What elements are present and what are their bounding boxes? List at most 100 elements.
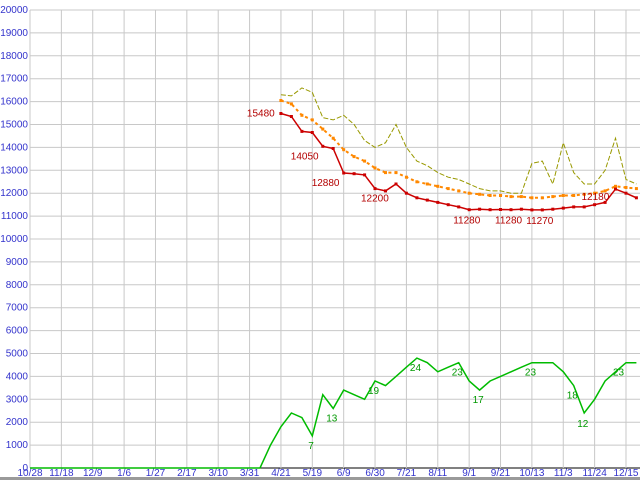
x-axis-label: 10/28 (17, 468, 42, 477)
average-price-marker (551, 195, 555, 199)
lowest-price-marker (634, 196, 638, 200)
x-axis-label: 3/31 (240, 468, 260, 477)
average-price-marker (310, 118, 314, 122)
y-axis-label: 11000 (1, 211, 29, 222)
x-axis-label: 5/19 (303, 468, 323, 477)
lowest-price-marker (551, 207, 555, 211)
lowest-price-marker (310, 131, 314, 134)
lowest-price-marker (488, 208, 492, 212)
x-axis-label: 11/3 (554, 468, 573, 477)
data-label: 14050 (291, 151, 319, 162)
highest-price-line (280, 87, 637, 194)
y-axis-label: 6000 (6, 326, 29, 337)
y-axis-label: 13000 (0, 165, 28, 176)
lowest-price-marker (394, 182, 398, 186)
average-price-marker (300, 113, 304, 117)
average-price-marker (342, 148, 346, 152)
lowest-price-marker (321, 144, 325, 148)
average-price-marker (488, 194, 492, 197)
x-axis-label: 3/10 (208, 468, 228, 477)
lowest-price-marker (603, 200, 607, 204)
data-label: 12880 (312, 178, 340, 189)
y-axis-label: 5000 (6, 349, 29, 360)
data-label: 23 (613, 368, 625, 379)
average-price-marker (572, 194, 576, 197)
data-label: 19 (368, 386, 380, 397)
average-price-marker (373, 166, 377, 170)
y-axis-label: 9000 (6, 257, 29, 268)
lowest-price-marker (530, 208, 534, 212)
data-label: 23 (525, 368, 537, 379)
lowest-price-marker (582, 205, 586, 209)
lowest-price-marker (352, 172, 356, 176)
x-axis-label: 8/11 (428, 468, 447, 477)
x-axis-label: 12/15 (613, 468, 638, 477)
data-label: 18 (567, 391, 579, 402)
lowest-price-marker (519, 207, 523, 211)
y-axis-label: 17000 (0, 74, 28, 85)
y-axis-label: 20000 (0, 5, 28, 16)
lowest-price-marker (467, 208, 471, 212)
average-price-marker (384, 171, 387, 175)
average-price-marker (624, 186, 628, 189)
x-axis-label: 6/30 (365, 468, 385, 477)
y-axis-label: 8000 (6, 280, 29, 291)
average-price-marker (509, 195, 513, 199)
lowest-price-marker (509, 208, 513, 212)
y-axis-label: 14000 (0, 142, 28, 153)
x-axis-label: 11/24 (582, 468, 607, 477)
y-axis-label: 15000 (0, 120, 28, 131)
lowest-price-marker (561, 206, 565, 210)
lowest-price-marker (614, 187, 617, 191)
average-price-marker (321, 127, 325, 131)
average-price-marker (425, 182, 429, 186)
lowest-price-marker (415, 196, 419, 200)
lowest-price-marker (331, 147, 335, 150)
x-axis-label: 7/21 (397, 468, 417, 477)
data-label: 12200 (361, 194, 389, 205)
average-price-marker (519, 195, 523, 199)
lowest-price-marker (384, 189, 387, 193)
y-axis-label: 2000 (6, 417, 29, 428)
data-label: 13 (326, 414, 338, 425)
average-price-marker (603, 189, 607, 193)
y-axis-label: 10000 (0, 234, 28, 245)
x-axis-label: 11/18 (49, 468, 74, 477)
data-label: 24 (410, 363, 422, 374)
y-axis-label: 19000 (0, 28, 28, 39)
x-axis-label: 2/17 (177, 468, 197, 477)
average-price-marker (352, 155, 356, 159)
average-price-marker (614, 184, 617, 188)
average-price-marker (582, 192, 586, 196)
lowest-price-marker (404, 191, 408, 195)
average-price-marker (404, 175, 408, 179)
average-price-marker (289, 102, 293, 106)
data-label: 17 (473, 395, 485, 406)
average-price-marker (331, 136, 335, 140)
data-label: 12180 (582, 192, 610, 203)
data-label: 12 (577, 419, 589, 430)
lowest-price-marker (499, 208, 502, 211)
lowest-price-marker (425, 198, 429, 202)
y-axis-label: 7000 (6, 303, 29, 314)
y-axis-label: 18000 (0, 51, 28, 62)
average-price-marker (634, 187, 638, 191)
average-price-marker (457, 189, 461, 193)
average-price-marker (467, 191, 471, 195)
y-axis-label: 0 (22, 463, 28, 474)
lowest-price-marker (279, 112, 283, 115)
average-price-marker (499, 194, 502, 197)
average-price-marker (446, 187, 450, 191)
lowest-price-marker (624, 191, 628, 195)
lowest-price-marker (593, 203, 597, 207)
lowest-price-marker (478, 207, 482, 211)
lowest-price-marker (540, 208, 544, 212)
data-label: 23 (452, 368, 464, 379)
data-label: 7 (308, 441, 314, 452)
x-axis-label: 1/27 (146, 468, 166, 477)
average-price-marker (530, 196, 534, 200)
average-price-marker (363, 159, 367, 163)
y-axis-label: 4000 (6, 371, 29, 382)
